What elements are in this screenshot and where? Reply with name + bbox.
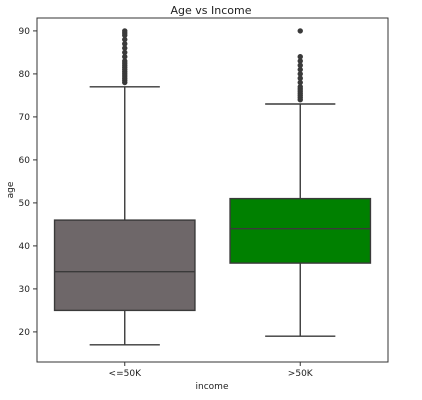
- y-tick-label: 20: [19, 328, 31, 338]
- y-tick-label: 30: [19, 285, 31, 295]
- outlier-point: [122, 28, 128, 34]
- x-axis: <=50K >50K: [109, 362, 314, 379]
- box-group: [53, 28, 196, 346]
- y-tick-label: 60: [19, 156, 31, 166]
- x-axis-label: income: [196, 382, 229, 392]
- box-group: [229, 28, 372, 337]
- y-tick-label: 90: [19, 27, 31, 37]
- y-axis-label: age: [6, 181, 16, 198]
- outlier-point: [297, 28, 303, 34]
- boxes-layer: [53, 28, 372, 346]
- y-tick-label: 70: [19, 113, 31, 123]
- y-tick-label: 40: [19, 242, 31, 252]
- box-body: [53, 219, 196, 312]
- y-axis: 20 30 40 50 60 70 80 90: [19, 27, 37, 338]
- outlier-point: [297, 53, 303, 60]
- y-tick-label: 50: [19, 199, 31, 209]
- chart-title: Age vs Income: [171, 4, 252, 17]
- x-tick-label: <=50K: [109, 369, 143, 379]
- x-tick-label: >50K: [288, 369, 314, 379]
- y-tick-label: 80: [19, 70, 31, 80]
- box-body: [229, 197, 372, 264]
